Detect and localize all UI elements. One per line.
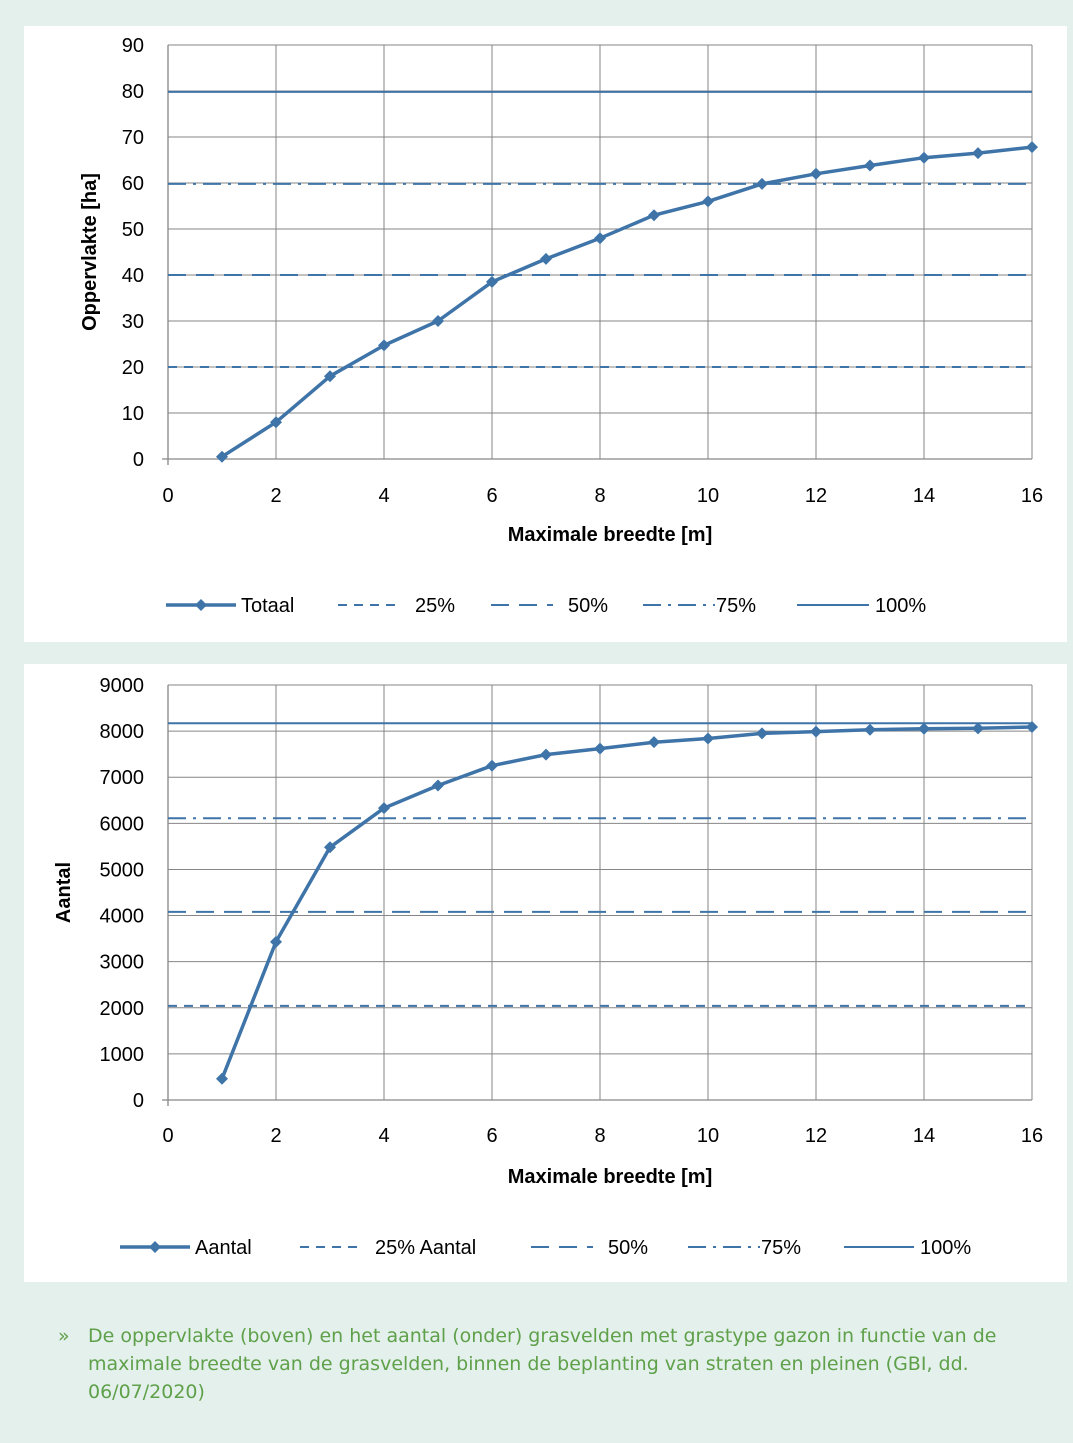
data-point-marker <box>864 159 876 172</box>
y-tick-label: 10 <box>122 403 144 425</box>
legend-label: 100% <box>875 595 926 617</box>
data-point-marker <box>270 416 282 429</box>
x-tick-label: 16 <box>1021 1125 1043 1147</box>
legend-label: 50% <box>608 1237 648 1259</box>
x-tick-label: 10 <box>697 485 719 507</box>
y-tick-label: 6000 <box>100 813 145 835</box>
data-point-marker <box>702 732 714 745</box>
y-tick-label: 90 <box>122 35 144 57</box>
caption-text: De oppervlakte (boven) en het aantal (on… <box>88 1325 997 1403</box>
y-tick-label: 40 <box>122 265 144 287</box>
data-point-marker <box>594 742 606 755</box>
series-line-aantal <box>220 725 1033 1080</box>
data-point-marker <box>540 748 552 761</box>
chart-oppervlakte: 0 10 20 30 40 50 60 70 80 90 0 2 4 6 8 10 12 14 16 Maximale… <box>79 35 1043 617</box>
data-point-marker <box>1026 141 1038 154</box>
y-tick-label: 20 <box>122 357 144 379</box>
data-point-marker <box>810 725 822 738</box>
data-point-marker <box>378 339 390 352</box>
chart-panel-oppervlakte: 0 10 20 30 40 50 60 70 80 90 0 2 4 6 8 10 12 14 16 Maximale… <box>24 26 1067 642</box>
y-tick-label: 8000 <box>100 721 145 743</box>
x-tick-label: 12 <box>805 1125 827 1147</box>
y-tick-label: 80 <box>122 81 144 103</box>
y-tick-label: 0 <box>133 449 144 471</box>
legend-label: 100% <box>920 1237 971 1259</box>
chart-aantal: 0 1000 2000 3000 4000 5000 6000 7000 8000 9000 0 2 4… <box>53 675 1043 1259</box>
data-point-marker <box>486 759 498 772</box>
legend-label: Aantal <box>195 1237 252 1259</box>
data-point-marker <box>486 275 498 288</box>
x-tick-label: 10 <box>697 1125 719 1147</box>
legend-label: 75% <box>761 1237 801 1259</box>
data-point-marker <box>648 736 660 749</box>
data-point-marker <box>594 232 606 245</box>
data-point-marker <box>540 252 552 265</box>
y-tick-label: 50 <box>122 219 144 241</box>
chart-panel-aantal: 0 1000 2000 3000 4000 5000 6000 7000 8000 9000 0 2 4… <box>24 664 1067 1282</box>
legend-label: 25% <box>415 595 455 617</box>
y-tick-label: 5000 <box>100 859 145 881</box>
x-tick-label: 14 <box>913 1125 935 1147</box>
data-point-marker <box>918 151 930 164</box>
data-point-marker <box>270 935 282 948</box>
data-point-marker <box>972 722 984 735</box>
x-tick-label: 4 <box>378 1125 389 1147</box>
y-tick-label: 1000 <box>100 1044 145 1066</box>
figure-caption: » De oppervlakte (boven) en het aantal (… <box>58 1322 1048 1406</box>
data-point-marker <box>756 727 768 740</box>
data-point-marker <box>702 195 714 208</box>
x-tick-label: 0 <box>162 1125 173 1147</box>
data-point-marker <box>216 1072 228 1085</box>
y-tick-label: 70 <box>122 127 144 149</box>
data-point-marker <box>918 722 930 735</box>
x-tick-label: 4 <box>378 485 389 507</box>
data-point-marker <box>432 315 444 327</box>
series-line-totaal <box>221 145 1033 459</box>
x-tick-label: 6 <box>486 485 497 507</box>
y-tick-label: 30 <box>122 311 144 333</box>
y-axis-title: Aantal <box>53 862 75 923</box>
legend-marker <box>149 1241 161 1253</box>
y-tick-label: 3000 <box>100 952 145 974</box>
x-axis-title: Maximale breedte [m] <box>508 524 713 546</box>
legend-marker <box>195 599 207 611</box>
x-tick-label: 14 <box>913 485 935 507</box>
data-point-marker <box>378 802 390 815</box>
data-point-marker <box>972 147 984 160</box>
y-tick-label: 0 <box>133 1090 144 1112</box>
data-point-marker <box>324 370 336 383</box>
data-point-marker <box>756 177 768 190</box>
y-tick-label: 9000 <box>100 675 145 697</box>
data-point-marker <box>216 450 228 463</box>
legend-label: Totaal <box>241 595 294 617</box>
y-tick-label: 2000 <box>100 998 145 1020</box>
data-point-marker <box>432 779 444 792</box>
x-tick-label: 2 <box>270 1125 281 1147</box>
legend-label: 25% Aantal <box>375 1237 476 1259</box>
x-axis-title: Maximale breedte [m] <box>508 1166 713 1188</box>
y-tick-label: 4000 <box>100 906 145 928</box>
x-tick-label: 0 <box>162 485 173 507</box>
x-tick-label: 12 <box>805 485 827 507</box>
y-tick-label: 60 <box>122 173 144 195</box>
x-tick-label: 16 <box>1021 485 1043 507</box>
data-point-marker <box>324 841 336 854</box>
y-axis-title: Oppervlakte [ha] <box>79 173 101 331</box>
x-tick-label: 8 <box>594 485 605 507</box>
caption-bullet: » <box>58 1325 70 1347</box>
y-tick-label: 7000 <box>100 767 145 789</box>
data-point-marker <box>810 167 822 180</box>
x-tick-label: 2 <box>270 485 281 507</box>
data-point-marker <box>648 209 660 222</box>
x-tick-label: 8 <box>594 1125 605 1147</box>
x-tick-label: 6 <box>486 1125 497 1147</box>
data-point-marker <box>864 723 876 736</box>
legend-label: 50% <box>568 595 608 617</box>
legend-label: 75% <box>716 595 756 617</box>
